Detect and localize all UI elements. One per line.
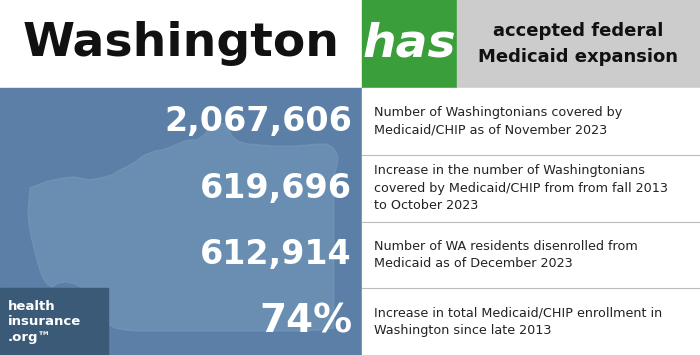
Text: Increase in the number of Washingtonians
covered by Medicaid/CHIP from from fall: Increase in the number of Washingtonians…: [374, 164, 668, 212]
Text: Number of Washingtonians covered by
Medicaid/CHIP as of November 2023: Number of Washingtonians covered by Medi…: [374, 106, 622, 137]
Bar: [0, 0, 362, 88]
Text: 619,696: 619,696: [200, 171, 352, 204]
Text: health
insurance
.org™: health insurance .org™: [8, 300, 81, 344]
Text: accepted federal
Medicaid expansion: accepted federal Medicaid expansion: [479, 22, 678, 66]
Text: has: has: [363, 22, 456, 66]
Polygon shape: [28, 123, 338, 331]
Bar: [362, 88, 700, 355]
Text: 612,914: 612,914: [200, 238, 352, 271]
Bar: [457, 0, 700, 88]
Text: Increase in total Medicaid/CHIP enrollment in
Washington since late 2013: Increase in total Medicaid/CHIP enrollme…: [374, 306, 662, 337]
Bar: [0, 88, 362, 355]
Text: 2,067,606: 2,067,606: [164, 105, 352, 138]
Text: Number of WA residents disenrolled from
Medicaid as of December 2023: Number of WA residents disenrolled from …: [374, 240, 638, 270]
Bar: [0, 288, 108, 355]
Bar: [362, 0, 457, 88]
Text: 74%: 74%: [259, 302, 352, 341]
Text: Washington: Washington: [22, 22, 339, 66]
